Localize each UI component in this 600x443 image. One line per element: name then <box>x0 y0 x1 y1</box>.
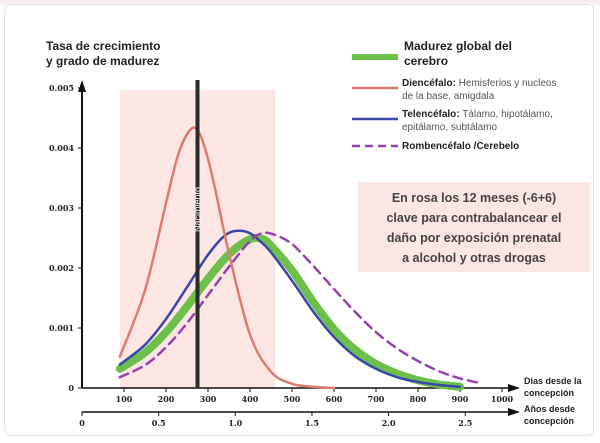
series-telencefalo-curve <box>118 229 462 389</box>
y-tick-label: 0.001 <box>49 323 74 333</box>
series-rombencefalo-curve <box>118 231 483 385</box>
x2-tick-label: 2.0 <box>382 418 396 428</box>
x-axis-years-title-line1: Años desde <box>524 404 575 414</box>
note-line4: a alcohol y otras drogas <box>402 251 546 265</box>
x-tick-label: 300 <box>200 394 217 404</box>
series-curves <box>115 126 483 391</box>
y-ticks: 0.005 0.004 0.003 0.002 0.001 0 <box>49 83 82 393</box>
legend-rombencefalo: Rombencéfalo /Cerebelo <box>402 141 519 152</box>
x-tick-label: 1000 <box>491 394 514 404</box>
y-tick-label: 0.005 <box>49 83 74 93</box>
x-tick-label: 700 <box>368 394 385 404</box>
x-tick-label: 600 <box>326 394 343 404</box>
note-line1: En rosa los 12 meses (-6+6) <box>392 191 556 205</box>
x-tick-label: 900 <box>452 394 469 404</box>
x-tick-label: 500 <box>284 394 301 404</box>
x-tick-label: 200 <box>158 394 175 404</box>
legend-diencefalo-line1: Diencéfalo: Hemisferios y nucleos <box>402 78 557 89</box>
note-line2: clave para contrabalancear el <box>386 211 561 225</box>
x-ticks-years: 0 0.5 1.0 1.5 2.0 2.5 <box>79 412 472 428</box>
x-axis-days-title-line2: concepción <box>524 388 574 398</box>
x2-tick-label: 2.5 <box>458 418 472 428</box>
y-tick-label: 0.003 <box>49 203 74 213</box>
legend-global-line2: cerebro <box>404 54 448 68</box>
birth-label: Nacimiento <box>193 187 203 232</box>
legend-telencefalo-line1: Telencéfalo: Tálamo, hipotálamo, <box>402 109 553 120</box>
x-axis-years-arrow <box>508 408 520 416</box>
x-tick-label: 800 <box>410 394 427 404</box>
series-global-curve <box>115 233 464 391</box>
y-tick-label: 0.002 <box>49 263 74 273</box>
legend: Madurez global del cerebro Diencéfalo: H… <box>352 39 557 152</box>
note-box <box>358 182 590 272</box>
y-tick-label: 0 <box>68 383 74 393</box>
x2-tick-label: 1.5 <box>305 418 319 428</box>
x-axis-years-title-line2: concepción <box>524 416 574 426</box>
note-line3: daño por exposición prenatal <box>387 231 561 245</box>
y-axis-arrow <box>78 80 86 92</box>
x2-tick-label: 0 <box>79 418 85 428</box>
x2-tick-label: 1.0 <box>228 418 242 428</box>
y-axis-title-line1: Tasa de crecimiento <box>46 39 161 53</box>
x-axis-days-title-line1: Días desde la <box>524 376 583 386</box>
legend-global-line1: Madurez global del <box>404 39 512 53</box>
x2-tick-label: 0.5 <box>152 418 166 428</box>
x-tick-label: 400 <box>242 394 259 404</box>
legend-telencefalo-line2: epitálamo, subtálamo <box>402 122 497 133</box>
x-ticks-days: 100 200 300 400 500 600 700 800 900 1000 <box>116 388 514 404</box>
y-axis-title-line2: y grado de madurez <box>46 54 159 68</box>
legend-diencefalo-line2: de la base, amigdala <box>402 91 495 102</box>
series-diencefalo-curve <box>118 126 336 390</box>
x-axis-days-arrow <box>508 384 520 392</box>
x-tick-label: 100 <box>116 394 133 404</box>
y-tick-label: 0.004 <box>49 143 74 153</box>
